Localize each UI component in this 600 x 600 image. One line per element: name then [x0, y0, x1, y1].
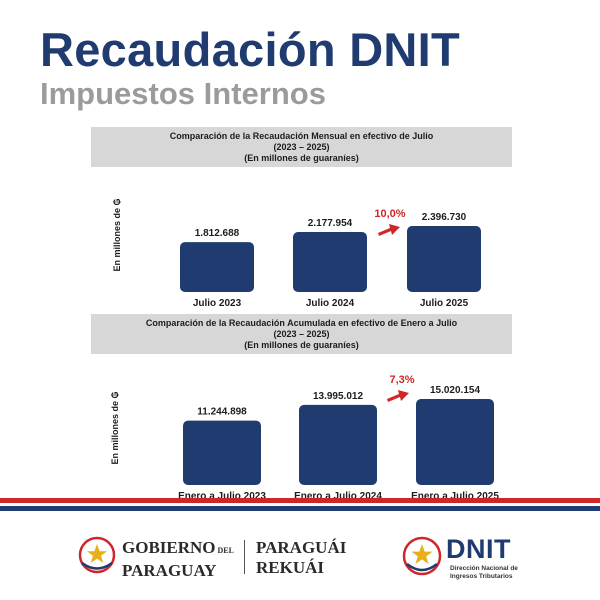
chart1-value-label: 2.177.954 [308, 218, 353, 229]
chart1-header: Comparación de la Recaudación Mensual en… [91, 127, 512, 167]
dnit-logo: DNIT [446, 534, 511, 564]
chart2-value-label: 13.995.012 [313, 391, 363, 402]
chart2-growth-annotation: 7,3% [389, 374, 414, 386]
chart2-bar [299, 404, 377, 485]
chart1-category-label: Julio 2023 [193, 298, 242, 309]
chart2-bar [416, 399, 494, 485]
chart2-value-label: 11.244.898 [197, 407, 247, 418]
star-seal-icon [402, 536, 442, 576]
tagline-line1: PARAGUÁI [256, 538, 347, 557]
dnit-sub-line1: Dirección Nacional de [450, 565, 518, 572]
chart1-years: (2023 – 2025) [273, 141, 330, 152]
dnit-subtitle: Dirección Nacional de Ingresos Tributari… [450, 565, 518, 581]
chart1-title: Comparación de la Recaudación Mensual en… [169, 130, 434, 141]
stripe-blue [0, 506, 600, 511]
chart2-ylabel: En millones de ₲ [110, 391, 120, 464]
gov-tagline: PARAGUÁI REKUÁI [256, 538, 346, 578]
chart2-category-label: Enero a Julio 2024 [294, 491, 382, 502]
chart1-bar [180, 242, 254, 292]
arrow-up-right-icon [387, 390, 409, 402]
page-subtitle: Impuestos Internos [40, 76, 326, 111]
star-seal-icon [78, 536, 116, 574]
chart1-category-label: Julio 2025 [420, 298, 469, 309]
chart1-units: (En millones de guaraníes) [244, 152, 359, 163]
gov-del: DEL [217, 546, 234, 555]
chart1-bar [407, 226, 481, 292]
chart2-years: (2023 – 2025) [273, 328, 330, 339]
chart1-bar [293, 232, 367, 292]
page-title: Recaudación DNIT [40, 23, 461, 76]
chart2-header: Comparación de la Recaudación Acumulada … [91, 314, 512, 354]
gov-name: GOBIERNO DEL PARAGUAY [122, 538, 234, 581]
chart2-title: Comparación de la Recaudación Acumulada … [145, 317, 458, 328]
chart1-category-label: Julio 2024 [306, 298, 355, 309]
stripe-red [0, 498, 600, 503]
gov-line2: PARAGUAY [122, 561, 217, 580]
chart2-bar [183, 420, 261, 485]
arrow-up-right-icon [378, 224, 400, 236]
footer-divider [244, 540, 245, 574]
chart2-units: (En millones de guaraníes) [244, 339, 359, 350]
chart1-value-label: 2.396.730 [422, 212, 467, 223]
chart1-value-label: 1.812.688 [195, 228, 240, 239]
chart1-growth-annotation: 10,0% [374, 208, 405, 220]
stripe-white [0, 503, 600, 506]
chart2-category-label: Enero a Julio 2025 [411, 491, 499, 502]
chart2-category-label: Enero a Julio 2023 [178, 491, 266, 502]
chart1-ylabel: En millones de ₲ [112, 198, 122, 271]
chart2-value-label: 15.020.154 [430, 385, 480, 396]
dnit-sub-line2: Ingresos Tributarios [450, 573, 513, 580]
tagline-line2: REKUÁI [256, 558, 325, 577]
gov-line1: GOBIERNO [122, 538, 216, 557]
